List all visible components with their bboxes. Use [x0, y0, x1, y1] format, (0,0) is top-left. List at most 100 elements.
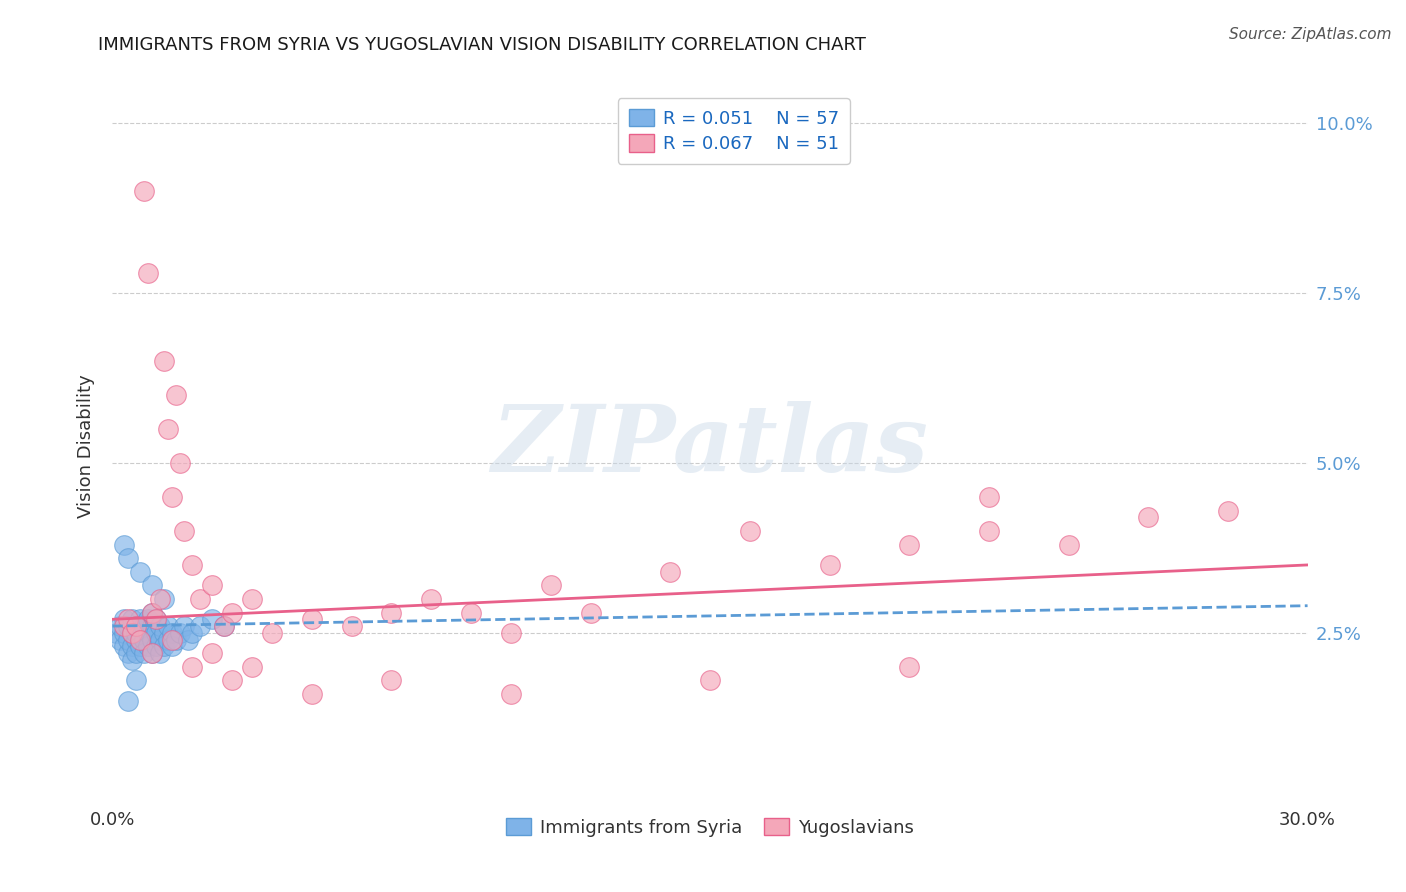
Point — [579, 606, 602, 620]
Point — [188, 619, 211, 633]
Point — [138, 266, 160, 280]
Point — [173, 524, 195, 538]
Point — [260, 626, 283, 640]
Point — [165, 388, 187, 402]
Point — [141, 619, 163, 633]
Point — [1137, 510, 1160, 524]
Point — [114, 640, 135, 654]
Point — [977, 524, 1000, 538]
Text: Vision Disability: Vision Disability — [77, 374, 96, 518]
Point — [818, 558, 841, 572]
Point — [105, 626, 128, 640]
Point — [221, 606, 243, 620]
Point — [141, 606, 163, 620]
Point — [141, 578, 163, 592]
Point — [738, 524, 761, 538]
Point — [149, 591, 172, 606]
Point — [212, 619, 235, 633]
Point — [145, 612, 167, 626]
Point — [129, 626, 152, 640]
Point — [898, 660, 921, 674]
Point — [153, 640, 176, 654]
Point — [153, 626, 176, 640]
Point — [138, 626, 160, 640]
Point — [134, 184, 156, 198]
Point — [149, 632, 172, 647]
Point — [153, 591, 176, 606]
Point — [162, 626, 183, 640]
Point — [121, 626, 143, 640]
Point — [125, 619, 148, 633]
Point — [138, 612, 160, 626]
Point — [129, 632, 152, 647]
Point — [121, 612, 143, 626]
Point — [165, 632, 187, 647]
Text: Source: ZipAtlas.com: Source: ZipAtlas.com — [1229, 27, 1392, 42]
Point — [201, 646, 224, 660]
Point — [125, 626, 148, 640]
Point — [340, 619, 363, 633]
Point — [145, 626, 167, 640]
Point — [134, 619, 156, 633]
Point — [125, 619, 148, 633]
Point — [221, 673, 243, 688]
Point — [977, 490, 1000, 504]
Point — [125, 646, 148, 660]
Point — [141, 632, 163, 647]
Text: IMMIGRANTS FROM SYRIA VS YUGOSLAVIAN VISION DISABILITY CORRELATION CHART: IMMIGRANTS FROM SYRIA VS YUGOSLAVIAN VIS… — [98, 36, 866, 54]
Point — [380, 606, 402, 620]
Point — [420, 591, 443, 606]
Point — [157, 632, 180, 647]
Point — [181, 558, 204, 572]
Point — [117, 632, 139, 647]
Point — [129, 640, 152, 654]
Point — [121, 640, 143, 654]
Point — [138, 640, 160, 654]
Point — [117, 619, 139, 633]
Point — [157, 619, 180, 633]
Point — [141, 606, 163, 620]
Point — [181, 626, 204, 640]
Point — [659, 565, 682, 579]
Point — [117, 612, 139, 626]
Point — [110, 619, 132, 633]
Point — [301, 687, 323, 701]
Point — [301, 612, 323, 626]
Point — [145, 640, 167, 654]
Point — [134, 646, 156, 660]
Point — [499, 626, 522, 640]
Point — [181, 660, 204, 674]
Point — [114, 612, 135, 626]
Point — [162, 490, 183, 504]
Point — [141, 646, 163, 660]
Point — [1216, 503, 1239, 517]
Point — [188, 591, 211, 606]
Point — [134, 632, 156, 647]
Point — [1057, 537, 1080, 551]
Point — [460, 606, 482, 620]
Point — [162, 632, 183, 647]
Point — [212, 619, 235, 633]
Point — [240, 591, 263, 606]
Point — [157, 422, 180, 436]
Point — [173, 619, 195, 633]
Point — [117, 646, 139, 660]
Point — [145, 612, 167, 626]
Point — [162, 640, 183, 654]
Point — [153, 354, 176, 368]
Point — [149, 619, 172, 633]
Point — [125, 673, 148, 688]
Point — [114, 619, 135, 633]
Point — [499, 687, 522, 701]
Point — [177, 632, 200, 647]
Legend: Immigrants from Syria, Yugoslavians: Immigrants from Syria, Yugoslavians — [499, 811, 921, 844]
Point — [699, 673, 721, 688]
Point — [141, 646, 163, 660]
Point — [540, 578, 562, 592]
Point — [169, 626, 191, 640]
Point — [125, 632, 148, 647]
Point — [380, 673, 402, 688]
Point — [201, 578, 224, 592]
Point — [201, 612, 224, 626]
Point — [114, 626, 135, 640]
